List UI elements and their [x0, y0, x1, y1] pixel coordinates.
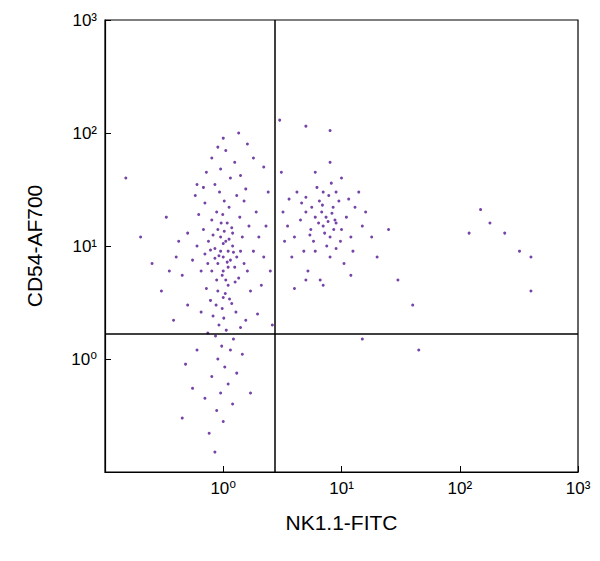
- svg-text:10²: 10²: [447, 479, 472, 498]
- svg-text:10⁰: 10⁰: [210, 479, 236, 498]
- svg-text:10³: 10³: [566, 479, 591, 498]
- svg-text:10⁰: 10⁰: [71, 350, 97, 369]
- svg-text:10¹: 10¹: [329, 479, 354, 498]
- svg-text:10¹: 10¹: [72, 237, 97, 256]
- svg-text:10³: 10³: [72, 11, 97, 30]
- svg-text:CD54-AF700: CD54-AF700: [23, 185, 46, 308]
- svg-text:NK1.1-FITC: NK1.1-FITC: [285, 511, 397, 534]
- svg-text:10²: 10²: [72, 124, 97, 143]
